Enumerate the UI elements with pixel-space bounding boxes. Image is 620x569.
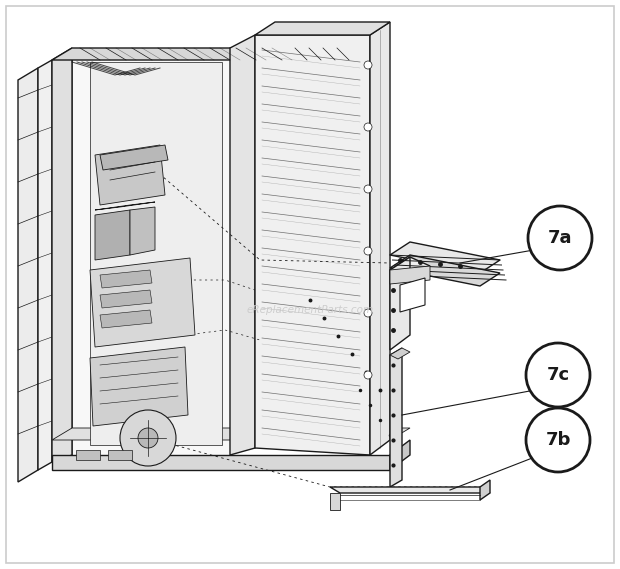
Text: 7a: 7a bbox=[547, 229, 572, 247]
Polygon shape bbox=[52, 48, 72, 462]
Polygon shape bbox=[52, 48, 290, 60]
Polygon shape bbox=[390, 242, 500, 273]
Polygon shape bbox=[108, 450, 132, 460]
Polygon shape bbox=[390, 255, 500, 286]
Polygon shape bbox=[370, 22, 390, 455]
Polygon shape bbox=[95, 210, 130, 260]
Text: 7c: 7c bbox=[546, 366, 570, 384]
Polygon shape bbox=[390, 440, 410, 470]
Text: 7b: 7b bbox=[546, 431, 570, 449]
Polygon shape bbox=[390, 348, 410, 359]
Polygon shape bbox=[95, 145, 165, 205]
Polygon shape bbox=[100, 290, 152, 308]
Polygon shape bbox=[390, 266, 430, 284]
Polygon shape bbox=[38, 60, 52, 470]
Polygon shape bbox=[90, 258, 195, 347]
Polygon shape bbox=[100, 145, 168, 170]
Circle shape bbox=[364, 247, 372, 255]
Polygon shape bbox=[270, 48, 350, 60]
Polygon shape bbox=[95, 202, 155, 210]
Polygon shape bbox=[130, 207, 155, 255]
Polygon shape bbox=[255, 22, 390, 35]
Polygon shape bbox=[480, 480, 490, 500]
Polygon shape bbox=[52, 455, 390, 470]
Polygon shape bbox=[52, 428, 410, 440]
Polygon shape bbox=[400, 278, 425, 312]
Polygon shape bbox=[90, 347, 188, 426]
Polygon shape bbox=[100, 270, 152, 288]
Text: eReplacementParts.com: eReplacementParts.com bbox=[246, 305, 374, 315]
Circle shape bbox=[526, 408, 590, 472]
Circle shape bbox=[364, 61, 372, 69]
Polygon shape bbox=[90, 62, 222, 445]
Polygon shape bbox=[18, 68, 38, 482]
Polygon shape bbox=[230, 35, 255, 455]
Polygon shape bbox=[390, 257, 430, 279]
Polygon shape bbox=[72, 48, 230, 455]
Polygon shape bbox=[52, 455, 370, 462]
Polygon shape bbox=[100, 310, 152, 328]
Circle shape bbox=[364, 185, 372, 193]
Polygon shape bbox=[330, 487, 490, 493]
Polygon shape bbox=[390, 348, 402, 487]
Polygon shape bbox=[76, 450, 100, 460]
Circle shape bbox=[138, 428, 158, 448]
Circle shape bbox=[120, 410, 176, 466]
Circle shape bbox=[364, 123, 372, 131]
Circle shape bbox=[528, 206, 592, 270]
Circle shape bbox=[364, 309, 372, 317]
Polygon shape bbox=[390, 257, 410, 350]
Polygon shape bbox=[330, 493, 340, 510]
Polygon shape bbox=[255, 35, 370, 455]
Circle shape bbox=[526, 343, 590, 407]
Circle shape bbox=[364, 371, 372, 379]
